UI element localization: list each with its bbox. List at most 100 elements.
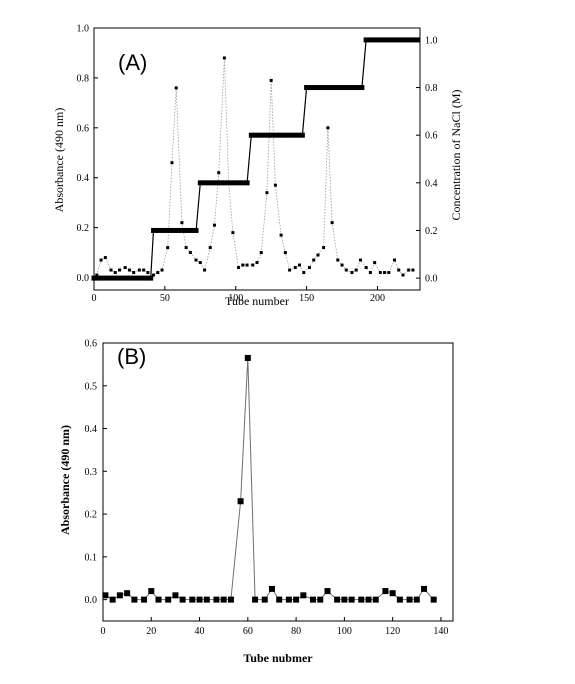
chart-a-absorbance-point (217, 171, 221, 175)
chart-a-absorbance-point (293, 266, 297, 270)
chart-a-absorbance-point (137, 268, 141, 272)
chart-a-nacl-point (219, 180, 225, 186)
chart-b-absorbance-point (172, 592, 179, 599)
chart-b-x-tick-label: 40 (195, 626, 205, 637)
chart-b-y-tick-label: 0.2 (85, 510, 98, 521)
chart-a-nacl-point (389, 37, 395, 43)
chart-a-nacl-point (380, 37, 386, 43)
chart-a-absorbance-point (350, 271, 354, 275)
chart-a-nacl-point (151, 227, 157, 233)
chart-b-absorbance-point (116, 592, 123, 599)
chart-b-x-tick-label: 0 (101, 626, 106, 637)
chart-b-absorbance-point (261, 596, 268, 603)
chart-b-absorbance-point (341, 596, 348, 603)
chart-a-absorbance-point (259, 251, 263, 255)
chart-a-nacl-points (91, 37, 420, 281)
chart-a-nacl-point (148, 275, 154, 281)
chart-b-x-tick-label: 60 (243, 626, 253, 637)
chart-a-absorbance-point (307, 266, 311, 270)
chart-b-absorbance-point (165, 596, 172, 603)
chart-a-absorbance-point (273, 183, 277, 187)
chart-a-x-tick-label: 200 (370, 293, 385, 304)
chart-a-y-tick-label: 0.4 (77, 173, 90, 184)
chart-b-absorbance-point (252, 596, 259, 603)
chart-a-nacl-point (206, 180, 212, 186)
chart-a-nacl-point (136, 275, 142, 281)
chart-a-nacl-point (376, 37, 382, 43)
chart-a-absorbance-point (378, 271, 382, 275)
chart-a-nacl-point (401, 37, 407, 43)
chart-b-y-ticks: 0.0 0.1 0.2 0.3 0.4 0.5 0.6 (85, 339, 107, 606)
chart-b-absorbance-point (348, 596, 355, 603)
chart-b-absorbance-point (109, 596, 116, 603)
chart-a-absorbance-point (288, 268, 292, 272)
chart-b-absorbance-point (406, 596, 413, 603)
chart-a-absorbance-point (194, 258, 198, 262)
chart-a-absorbance-point (354, 268, 358, 272)
chart-a-nacl-point (329, 85, 335, 91)
chart-a-nacl-point (98, 275, 104, 281)
chart-b-absorbance-point (389, 590, 396, 597)
chart-b-absorbance-point (300, 592, 307, 599)
chart-a-absorbance-point (170, 161, 174, 165)
chart-a-absorbance-point (222, 56, 226, 60)
chart-b-absorbance-point (365, 596, 372, 603)
chart-b-absorbance-point (155, 596, 162, 603)
chart-a-absorbance-point (364, 266, 368, 270)
chart-b-absorbance-point (213, 596, 220, 603)
chart-a-absorbance-point (132, 271, 136, 275)
chart-a-absorbance-point (142, 268, 146, 272)
chart-a-nacl-point (397, 37, 403, 43)
chart-a-nacl-point (168, 227, 174, 233)
chart-b-absorbance-point (124, 590, 131, 597)
chart-a-nacl-point (197, 180, 203, 186)
chart-b-frame (102, 342, 454, 622)
chart-b-absorbance-point (189, 596, 196, 603)
chart-a-absorbance-point (109, 268, 113, 272)
chart-b-absorbance-point (196, 596, 203, 603)
chart-a-y2-tick-label: 0.8 (425, 83, 438, 94)
chart-b-absorbance-point (324, 588, 331, 595)
chart-a-nacl-point (304, 85, 310, 91)
chart-a-x-ticks: 0 50 100 150 200 (92, 286, 385, 304)
chart-b-panel-label: (B) (117, 344, 146, 369)
chart-a-absorbance-line (96, 57, 413, 276)
chart-a-absorbance-point (203, 268, 207, 272)
chart-a-nacl-point (359, 85, 365, 91)
chart-a-nacl-point (189, 227, 195, 233)
chart-b-absorbance-point (227, 596, 234, 603)
chart-a-nacl-point (128, 275, 134, 281)
chart-a-absorbance-point (340, 263, 344, 267)
chart-b-y-tick-label: 0.3 (85, 467, 98, 478)
chart-a-y-tick-label: 0.0 (77, 273, 90, 284)
chart-a-nacl-point (253, 132, 259, 138)
chart-a-absorbance-point (127, 268, 131, 272)
chart-a-nacl-point (210, 180, 216, 186)
chart-a-absorbance-point (312, 258, 316, 262)
chart-a-absorbance-point (180, 221, 184, 225)
chart-a-absorbance-point (407, 268, 411, 272)
chart-a-nacl-point (342, 85, 348, 91)
chart-a-absorbance-point (344, 268, 348, 272)
chart-a-absorbance-point (401, 273, 405, 277)
chart-b-y-axis-label: Absorbance (490 nm) (58, 425, 72, 535)
chart-a-y-tick-label: 0.8 (77, 73, 90, 84)
chart-a-y-tick-label: 1.0 (77, 24, 90, 35)
chart-a-absorbance-point (245, 263, 249, 267)
chart-a-absorbance-point (237, 266, 241, 270)
chart-b-absorbance-point (285, 596, 292, 603)
chart-a-nacl-point (261, 132, 267, 138)
chart-a-absorbance-point (373, 261, 377, 265)
chart-a-absorbance-point (298, 263, 302, 267)
chart-b-absorbance-point (334, 596, 341, 603)
chart-a-nacl-point (257, 132, 263, 138)
chart-a-nacl-point (244, 180, 250, 186)
chart-a-absorbance-point (208, 246, 212, 250)
chart-a-nacl-point (363, 37, 369, 43)
chart-a-y2-tick-label: 0.2 (425, 226, 438, 237)
chart-b-absorbance-point (372, 596, 379, 603)
chart-a-absorbance-point (322, 246, 326, 250)
chart-a-nacl-point (308, 85, 314, 91)
chart-b-absorbance-point (413, 596, 420, 603)
